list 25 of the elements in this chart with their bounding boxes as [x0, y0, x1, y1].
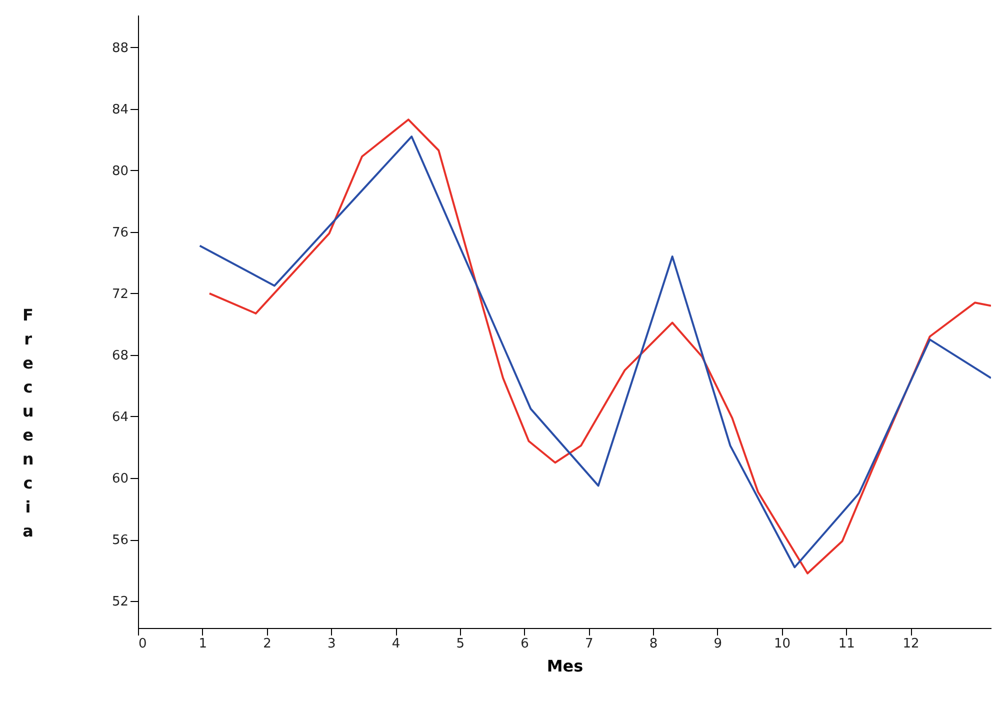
x-tick-label: 7: [585, 636, 594, 652]
y-tick-label: 64: [112, 410, 128, 425]
x-tick-label: 12: [902, 636, 920, 652]
y-tick-label: 60: [112, 472, 128, 487]
x-tick-label: 6: [520, 636, 529, 652]
y-tick-label: 88: [112, 40, 128, 56]
y-tick-label: 68: [112, 348, 128, 364]
x-tick-label: 5: [456, 636, 465, 652]
x-tick-label: 8: [649, 636, 658, 652]
x-tick-label: 0: [138, 636, 147, 652]
x-axis-title: Mes: [546, 656, 584, 676]
y-tick-label: 80: [112, 164, 128, 179]
text: Frecuencia: [22, 305, 34, 540]
x-tick-label: 2: [263, 636, 272, 652]
x-tick-label: 3: [327, 636, 336, 652]
y-tick-label: 84: [112, 102, 128, 118]
y-tick-label: 76: [112, 225, 128, 240]
y-tick-label: 72: [112, 286, 128, 302]
x-tick-label: 11: [838, 636, 855, 652]
y-tick-label: 52: [112, 594, 128, 610]
y-tick-label: 56: [112, 533, 128, 548]
x-tick-label: 9: [714, 636, 722, 652]
x-tick-label: 10: [774, 636, 791, 652]
x-tick-label: 4: [392, 636, 400, 652]
x-tick-label: 1: [198, 636, 208, 652]
